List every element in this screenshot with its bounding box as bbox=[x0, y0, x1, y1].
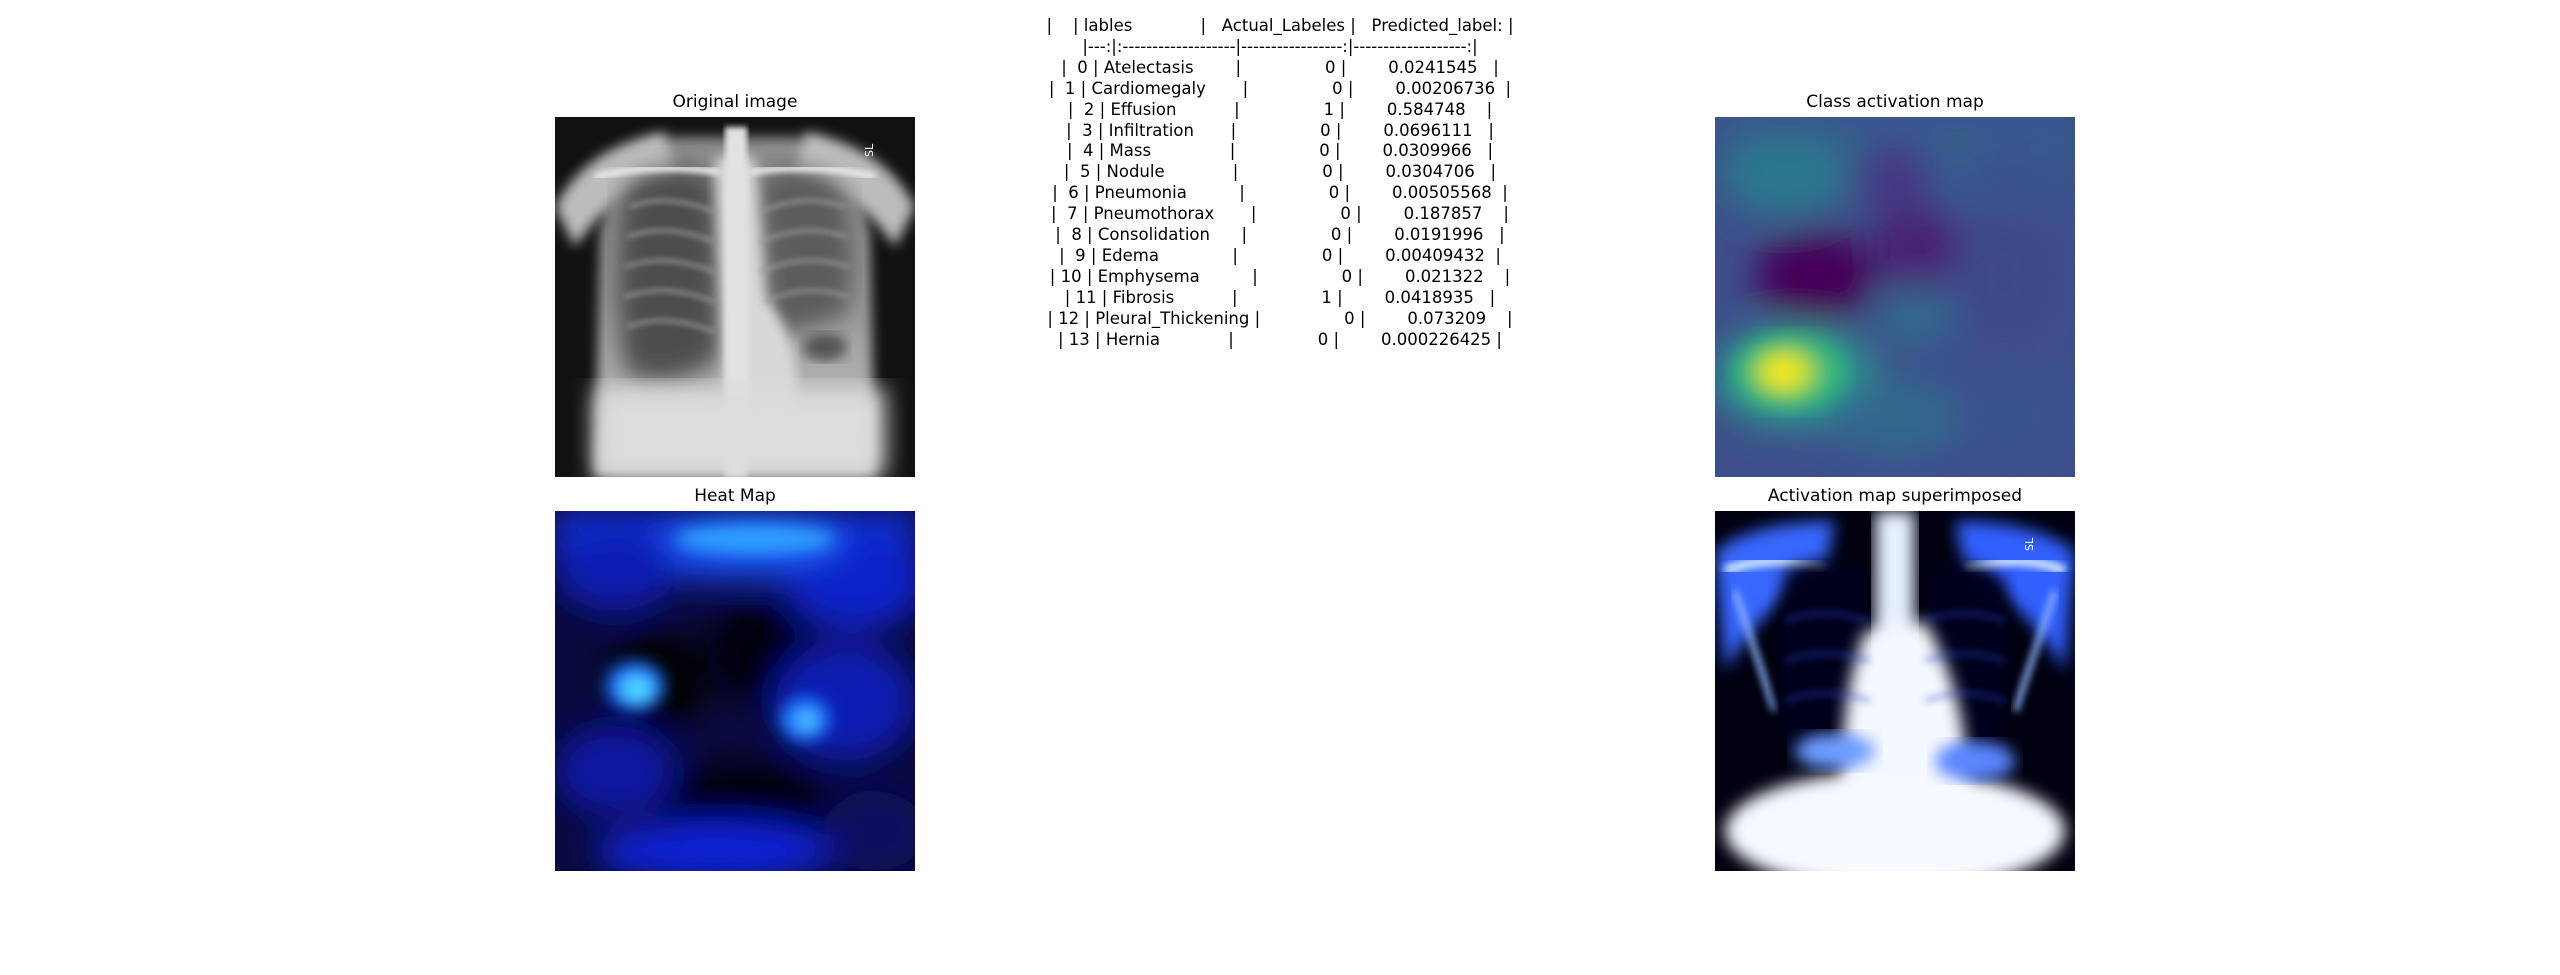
table-row: | 8 | Consolidation | 0 | 0.0191996 | bbox=[1055, 225, 1505, 245]
class-activation-map-image bbox=[1715, 117, 2075, 477]
class-activation-map-title: Class activation map bbox=[1806, 92, 1984, 112]
heat-map-image bbox=[555, 511, 915, 871]
table-row: | 13 | Hernia | 0 | 0.000226425 | bbox=[1057, 329, 1502, 349]
original-image-title: Original image bbox=[672, 92, 798, 112]
table-row: | 7 | Pneumothorax | 0 | 0.187857 | bbox=[1051, 204, 1509, 224]
table-row: | 10 | Emphysema | 0 | 0.021322 | bbox=[1049, 266, 1511, 286]
table-row: | 11 | Fibrosis | 1 | 0.0418935 | bbox=[1064, 287, 1496, 307]
superimposed-activation-image: SL bbox=[1715, 511, 2075, 871]
xray-side-marker: SL bbox=[863, 143, 876, 157]
superimposed-side-marker: SL bbox=[2023, 537, 2036, 551]
table-row: | 3 | Infiltration | 0 | 0.0696111 | bbox=[1066, 120, 1494, 140]
prediction-table: | | lables | Actual_Labeles | Predicted_… bbox=[1000, 16, 1560, 351]
table-header: | | lables | Actual_Labeles | Predicted_… bbox=[1046, 16, 1514, 35]
table-row: | 6 | Pneumonia | 0 | 0.00505568 | bbox=[1052, 183, 1508, 203]
table-row: | 5 | Nodule | 0 | 0.0304706 | bbox=[1063, 162, 1497, 182]
table-row: | 2 | Effusion | 1 | 0.584748 | bbox=[1067, 99, 1493, 119]
heat-map-title: Heat Map bbox=[694, 486, 776, 506]
superimposed-map-title: Activation map superimposed bbox=[1767, 486, 2023, 506]
table-separator: |---:|:-------------------|-------------… bbox=[1082, 36, 1478, 56]
table-row: | 1 | Cardiomegaly | 0 | 0.00206736 | bbox=[1048, 78, 1512, 98]
original-xray-image: SL bbox=[555, 117, 915, 477]
table-row: | 4 | Mass | 0 | 0.0309966 | bbox=[1066, 141, 1494, 161]
table-row: | 9 | Edema | 0 | 0.00409432 | bbox=[1059, 245, 1501, 265]
table-row: | 12 | Pleural_Thickening | 0 | 0.073209… bbox=[1047, 308, 1513, 328]
table-row: | 0 | Atelectasis | 0 | 0.0241545 | bbox=[1061, 57, 1499, 77]
